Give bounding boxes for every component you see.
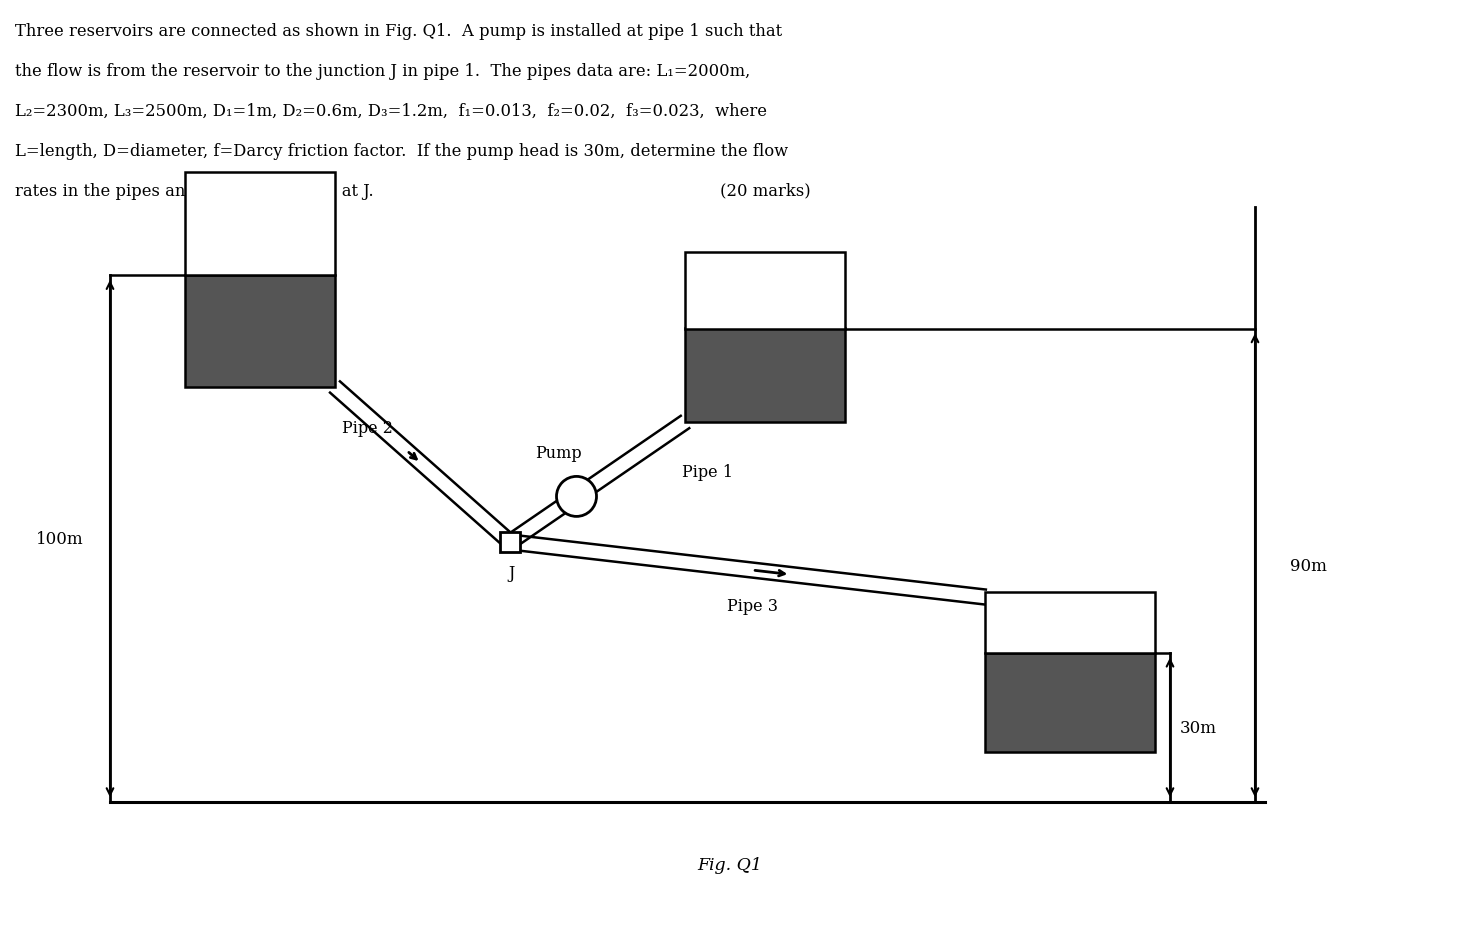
Bar [986,654,1155,752]
Text: 90m: 90m [1291,557,1327,574]
Text: L=length, D=diameter, f=Darcy friction factor.  If the pump head is 30m, determi: L=length, D=diameter, f=Darcy friction f… [15,143,788,159]
Text: Pipe 2: Pipe 2 [342,420,393,437]
Bar [685,253,845,329]
Text: 30m: 30m [1180,719,1218,736]
Bar [185,172,334,276]
Text: J: J [510,565,515,581]
Bar [185,276,334,387]
Bar [499,532,520,552]
Text: Fig. Q1: Fig. Q1 [698,857,762,873]
Text: Pipe 1: Pipe 1 [682,464,733,481]
Text: Three reservoirs are connected as shown in Fig. Q1.  A pump is installed at pipe: Three reservoirs are connected as shown … [15,23,783,40]
Text: Pipe 3: Pipe 3 [727,598,778,615]
Text: the flow is from the reservoir to the junction J in pipe 1.  The pipes data are:: the flow is from the reservoir to the ju… [15,63,750,80]
Bar [986,592,1155,654]
Text: L₂=2300m, L₃=2500m, D₁=1m, D₂=0.6m, D₃=1.2m,  f₁=0.013,  f₂=0.02,  f₃=0.023,  wh: L₂=2300m, L₃=2500m, D₁=1m, D₂=0.6m, D₃=1… [15,103,766,120]
Bar [685,329,845,423]
Text: rates in the pipes and the energy head at J.                                    : rates in the pipes and the energy head a… [15,183,810,200]
Text: Pump: Pump [536,445,583,462]
Circle shape [556,476,597,517]
Text: 100m: 100m [36,530,83,548]
